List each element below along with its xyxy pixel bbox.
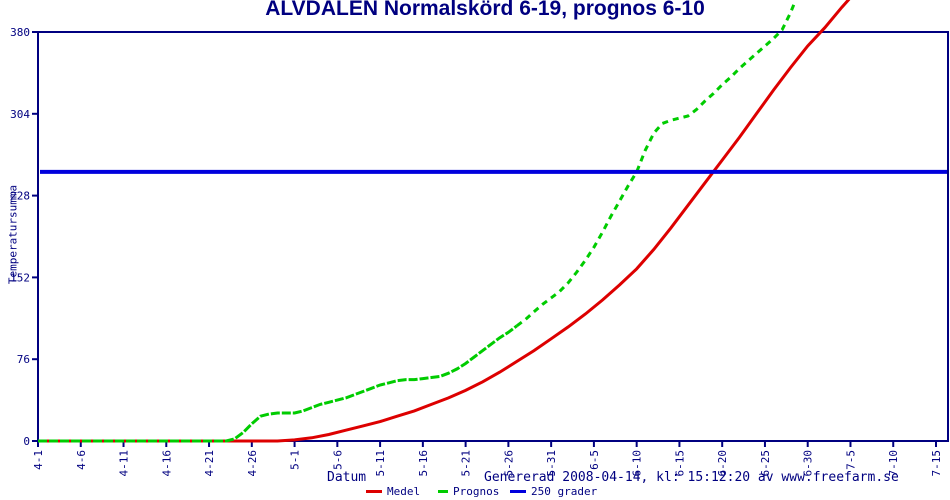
x-tick-label: 7-15 [930, 450, 943, 477]
y-tick-label: 152 [10, 271, 30, 284]
x-tick-label: 7-5 [844, 450, 857, 470]
x-tick-label: 5-16 [417, 450, 430, 477]
x-tick-label: 4-1 [32, 450, 45, 470]
x-tick-label: 4-26 [246, 450, 259, 477]
legend-label-medel: Medel [387, 485, 421, 498]
medel-line [38, 0, 851, 443]
legend-item-prognos: Prognos [438, 485, 499, 498]
legend-label-prognos: Prognos [453, 485, 500, 498]
x-tick-label: 4-6 [75, 450, 88, 470]
legend-item-medel: Medel [366, 485, 420, 498]
x-tick-label: 6-30 [802, 450, 815, 477]
medel-line-swatch [366, 490, 382, 493]
x-tick-label: 4-11 [118, 450, 131, 477]
y-tick-label: 304 [10, 108, 30, 121]
prognos-line-swatch [438, 490, 448, 493]
legend-label-250-grader: 250 grader [531, 485, 598, 498]
x-tick-label: 5-6 [331, 450, 344, 470]
generated-timestamp: Genererad 2008-04-14, kl: 15:12:20 av ww… [484, 470, 899, 485]
y-axis-title: Temperatursumma [6, 184, 20, 285]
x-tick-label: 5-21 [460, 450, 473, 477]
x-tick-label: 4-21 [203, 450, 216, 477]
x-tick-label: 6-10 [631, 450, 644, 477]
x-tick-label: 5-11 [374, 450, 387, 477]
y-tick-label: 380 [10, 26, 30, 39]
prognos-line-solid [38, 324, 518, 443]
x-tick-label: 6-5 [588, 450, 601, 470]
x-tick-label: 6-20 [716, 450, 729, 477]
chart-title: ÄLVDALEN Normalskörd 6-19, prognos 6-10 [265, 0, 705, 20]
x-tick-label: 5-1 [289, 450, 302, 470]
y-tick-label: 76 [17, 353, 30, 366]
legend-item-250-grader: 250 grader [510, 485, 597, 498]
reference-line-swatch [510, 490, 526, 493]
prognos-line-dashed [516, 1, 797, 328]
x-tick-label: 7-10 [887, 450, 900, 477]
x-axis-title: Datum [327, 470, 367, 485]
x-tick-label: 4-16 [160, 450, 173, 477]
x-tick-label: 5-26 [502, 450, 515, 477]
x-tick-label: 5-31 [545, 450, 558, 477]
x-tick-label: 6-25 [759, 450, 772, 477]
y-tick-label: 228 [10, 190, 30, 203]
plot-border [37, 31, 949, 442]
y-tick-label: 0 [23, 435, 30, 448]
x-tick-label: 6-15 [673, 450, 686, 477]
